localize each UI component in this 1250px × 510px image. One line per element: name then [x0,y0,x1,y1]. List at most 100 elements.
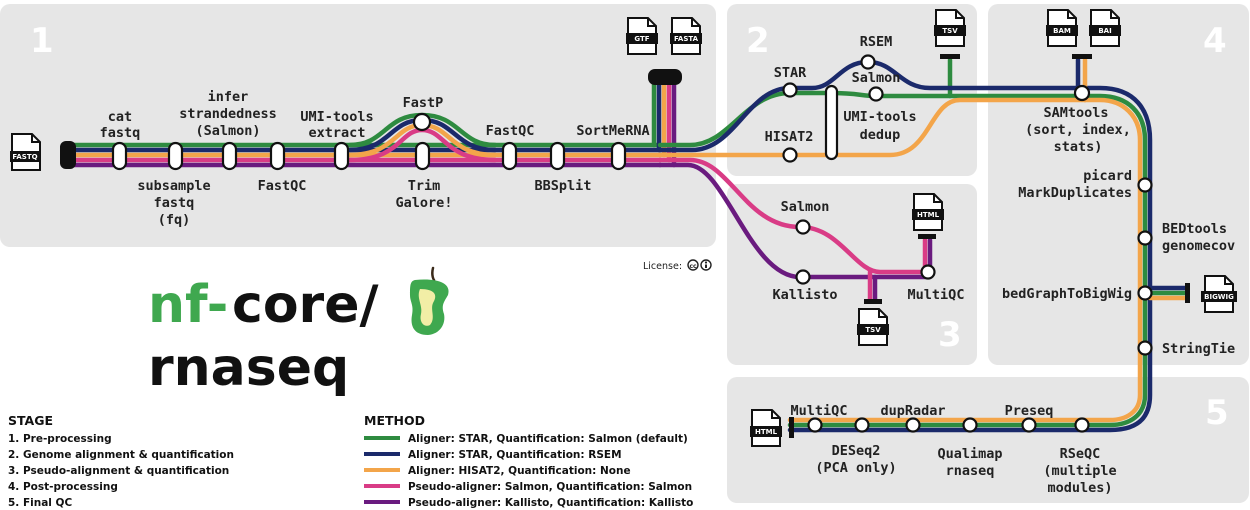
method-legend-title: METHOD [364,413,425,428]
html-file-icon-stage3: HTML [912,193,944,231]
fasta-file-label: FASTA [674,35,699,43]
stage5-labels: MultiQC dupRadar Preseq DESeq2 (PCA only… [791,403,1117,496]
track-lines [67,57,1189,433]
navy-line-star [657,59,1081,153]
station-trim-galore[interactable] [414,141,431,171]
station-umi-extract[interactable] [333,141,350,171]
tsv-file-label-stage2: TSV [942,27,958,35]
stage-legend-title: STAGE [8,413,53,428]
station-deseq2[interactable] [854,417,870,433]
label-salmon-quant: Salmon [852,70,901,86]
label-samtools-2: (sort, index, [1025,122,1131,138]
method-swatch-purple [364,500,400,504]
station-fastqc-1[interactable] [269,141,286,171]
station-fastqc-2[interactable] [501,141,518,171]
station-salmon-pseudo[interactable] [795,219,811,235]
station-fastp[interactable] [412,112,432,132]
file-icons: FASTQ GTF FASTA TSV BAM [10,9,1237,447]
method-legend-item: Pseudo-aligner: Salmon, Quantification: … [408,481,692,493]
label-bbsplit: BBSplit [535,178,592,194]
label-rseqc-3: modules) [1047,480,1112,496]
label-star: STAR [774,65,807,81]
label-infer-2: strandedness [179,106,277,122]
method-legend-item: Pseudo-aligner: Kallisto, Quantification… [408,497,693,509]
tsv-file-icon-stage2: TSV [934,9,966,47]
label-samtools-3: stats) [1054,139,1103,155]
label-sortmerna: SortMeRNA [576,123,649,139]
label-preseq: Preseq [1005,403,1054,419]
bigwig-file-label: BIGWIG [1204,293,1234,301]
station-bbsplit[interactable] [549,141,566,171]
station-hisat2[interactable] [782,147,798,163]
tsv-file-icon-stage3: TSV [857,308,889,346]
tsv3-terminus [864,299,882,304]
station-qualimap[interactable] [962,417,978,433]
stage4-labels: picard MarkDuplicates BEDtools genomecov… [1002,168,1235,357]
stage-1-panel [0,4,716,247]
station-sortmerna[interactable] [610,141,627,171]
stage-1-number: 1 [30,21,54,61]
label-infer-3: (Salmon) [195,123,260,139]
station-infer-strandedness[interactable] [221,141,238,171]
label-fastqc-2: FastQC [486,123,535,139]
label-umi-dedup-2: dedup [860,127,901,143]
fastq-file-icon: FASTQ [10,133,41,171]
orange-line-post [787,97,1143,423]
station-cat-fastq[interactable] [111,141,128,171]
stage-legend-item: 2. Genome alignment & quantification [8,449,234,461]
svg-text:cc: cc [689,263,697,270]
method-legend-item: Aligner: STAR, Quantification: Salmon (d… [408,433,688,445]
stage-4-number: 4 [1203,21,1227,61]
label-bedtools-2: genomecov [1162,238,1235,254]
stage-legend-item: 5. Final QC [8,497,72,509]
station-umi-dedup[interactable] [824,84,839,161]
station-salmon-quant[interactable] [868,86,884,102]
station-samtools[interactable] [1073,84,1091,102]
label-qualimap-1: Qualimap [937,446,1002,462]
stage-5-number: 5 [1205,393,1229,433]
label-umi-extract-2: extract [309,125,366,141]
station-stringtie[interactable] [1137,340,1153,356]
html-file-icon-stage5: HTML [750,409,782,447]
license-label: License: [643,261,682,272]
gtf-file-label: GTF [634,35,649,43]
label-multiqc-3: MultiQC [908,287,965,303]
station-multiqc-3[interactable] [920,264,936,280]
label-trim-2: Galore! [396,195,453,211]
stage-2-panel [727,4,977,176]
label-bedtools-1: BEDtools [1162,221,1227,237]
station-rsem[interactable] [860,54,876,70]
label-umi-extract-1: UMI-tools [300,109,373,125]
station-kallisto[interactable] [795,269,811,285]
label-bedgraph: bedGraphToBigWig [1002,286,1132,302]
stage-legend-item: 1. Pre-processing [8,433,112,445]
station-subsample-fastq[interactable] [167,141,184,171]
station-preseq[interactable] [1021,417,1037,433]
label-hisat2: HISAT2 [765,129,814,145]
bam-file-icon: BAM [1046,9,1078,47]
fastq-file-label: FASTQ [12,153,37,161]
stage-legend-item: 3. Pseudo-alignment & quantification [8,465,229,477]
label-subsample-3: (fq) [158,212,191,228]
method-swatch-navy [364,452,400,456]
station-picard[interactable] [1137,177,1153,193]
station-star[interactable] [782,82,798,98]
station-bedtools[interactable] [1137,230,1153,246]
station-dupradar[interactable] [905,417,921,433]
label-cat: cat [108,109,132,125]
station-bedgraphtobigwig[interactable] [1137,285,1153,301]
label-dupradar: dupRadar [880,403,945,419]
bai-file-icon: BAI [1089,9,1121,47]
label-subsample-2: fastq [154,195,195,211]
logo-core: core/ [232,275,378,335]
station-rseqc[interactable] [1074,417,1090,433]
bam-file-label: BAM [1053,27,1071,35]
method-swatch-pink [364,484,400,488]
attribution-icon [700,259,712,271]
label-rseqc-2: (multiple [1043,463,1116,479]
station-multiqc-5[interactable] [807,417,823,433]
bai-file-label: BAI [1098,27,1111,35]
label-picard-2: MarkDuplicates [1018,185,1132,201]
label-picard-1: picard [1083,168,1132,184]
